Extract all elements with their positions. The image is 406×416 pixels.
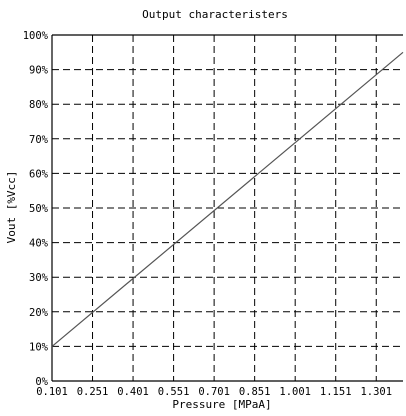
x-tick-labels: 0.101 0.251 0.401 0.551 0.701 0.851 1.001 1.151… [36, 386, 392, 398]
y-tick-label: 100% [23, 30, 49, 42]
x-tick-label: 1.151 [320, 386, 352, 398]
x-tick-label: 0.251 [77, 386, 109, 398]
x-tick-label: 0.101 [36, 386, 68, 398]
y-tick-label: 70% [29, 134, 49, 146]
grid [52, 35, 403, 381]
y-tick-label: 10% [29, 341, 49, 353]
y-tick-label: 80% [29, 99, 49, 111]
x-tick-label: 0.701 [198, 386, 230, 398]
y-tick-label: 0% [35, 376, 48, 388]
x-axis-title: Pressure [MPaA] [172, 398, 271, 411]
plot-frame-group [51, 34, 403, 382]
y-tick-label: 60% [29, 168, 49, 180]
x-tick-label: 0.401 [117, 386, 149, 398]
x-tick-label: 0.851 [239, 386, 271, 398]
series-group [51, 51, 404, 347]
y-tick-label: 90% [29, 65, 49, 77]
y-tick-labels: 0% 10% 20% 30% 40% 50% 60% 70% 80% 90% 100% [23, 30, 49, 388]
y-tick-label: 20% [29, 307, 49, 319]
y-axis-title: Vout [%Vcc] [5, 171, 18, 244]
series-line [51, 51, 404, 347]
x-tick-label: 1.001 [279, 386, 311, 398]
y-tick-label: 50% [29, 203, 49, 215]
chart-title: Output characteristers [142, 8, 288, 21]
x-tick-label: 0.551 [158, 386, 190, 398]
y-tick-label: 30% [29, 272, 49, 284]
y-tick-label: 40% [29, 238, 49, 250]
x-tick-label: 1.301 [360, 386, 392, 398]
